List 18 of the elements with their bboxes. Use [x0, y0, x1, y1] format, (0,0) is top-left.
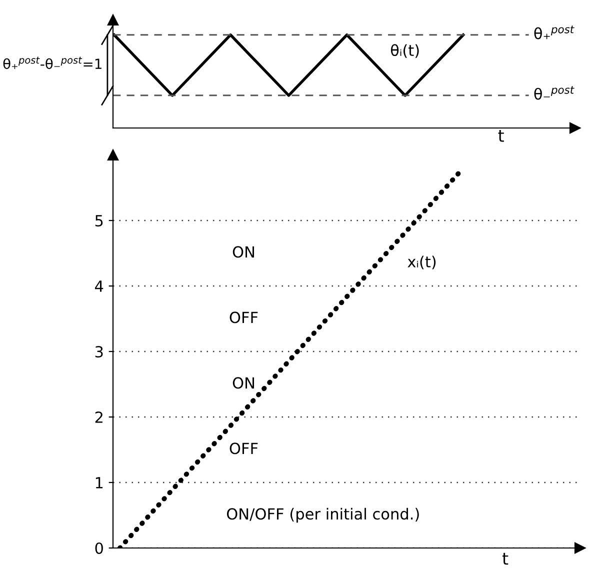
- text: θ₊$^{post}$-θ₋$^{post}$=1: [3, 56, 102, 70]
- y-tick-label: 1: [96, 477, 103, 488]
- y-tick-label: 3: [95, 346, 103, 358]
- x-axis-title: t: [502, 552, 508, 565]
- annotation: OFF: [230, 442, 258, 454]
- annotation: OFF: [230, 312, 258, 324]
- y-tick-label: 4: [95, 280, 104, 292]
- annotation: ON: [232, 246, 254, 258]
- series-label: θᵢ(t): [390, 44, 419, 58]
- series-label: xᵢ(t): [408, 256, 436, 270]
- ref-line-label: θ₋$^{post}$: [534, 86, 574, 100]
- ref-line-label: θ₊$^{post}$: [534, 26, 574, 40]
- y-tick-label: 0: [95, 542, 103, 554]
- annotation: ON/OFF (per initial cond.): [226, 508, 419, 523]
- annotation: ON: [232, 377, 254, 389]
- y-tick-label: 5: [95, 215, 103, 227]
- x-axis-title: t: [498, 130, 504, 142]
- y-tick-label: 2: [95, 411, 102, 423]
